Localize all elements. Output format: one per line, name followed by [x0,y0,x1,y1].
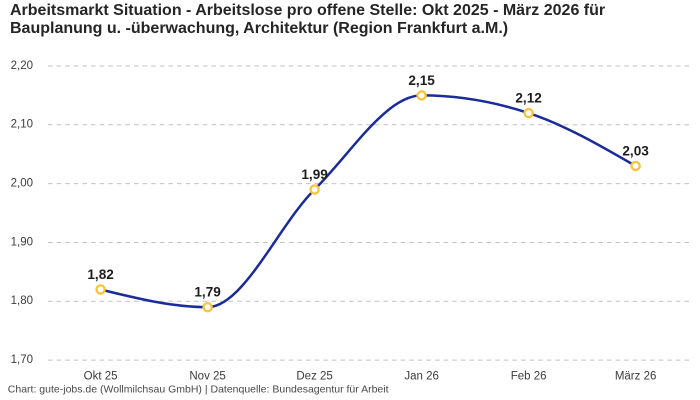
svg-text:2,00: 2,00 [11,178,33,190]
svg-text:1,80: 1,80 [11,295,33,307]
svg-text:Nov 25: Nov 25 [189,371,225,383]
svg-text:1,79: 1,79 [194,285,221,300]
svg-text:1,70: 1,70 [11,354,33,366]
svg-text:1,99: 1,99 [301,167,328,182]
svg-text:Jan 26: Jan 26 [404,371,439,383]
svg-text:2,20: 2,20 [11,60,33,72]
svg-text:Chart: gute-jobs.de (Wollmilch: Chart: gute-jobs.de (Wollmilchsau GmbH) … [8,384,389,396]
svg-text:Dez 25: Dez 25 [296,371,332,383]
svg-text:2,03: 2,03 [622,144,649,159]
svg-text:2,15: 2,15 [408,73,435,88]
svg-text:Feb 26: Feb 26 [511,371,547,383]
svg-text:März 26: März 26 [615,371,657,383]
svg-text:2,10: 2,10 [11,119,33,131]
svg-text:Okt 25: Okt 25 [84,371,118,383]
svg-text:2,12: 2,12 [515,91,542,106]
svg-text:1,82: 1,82 [87,267,114,282]
svg-text:1,90: 1,90 [11,236,33,248]
